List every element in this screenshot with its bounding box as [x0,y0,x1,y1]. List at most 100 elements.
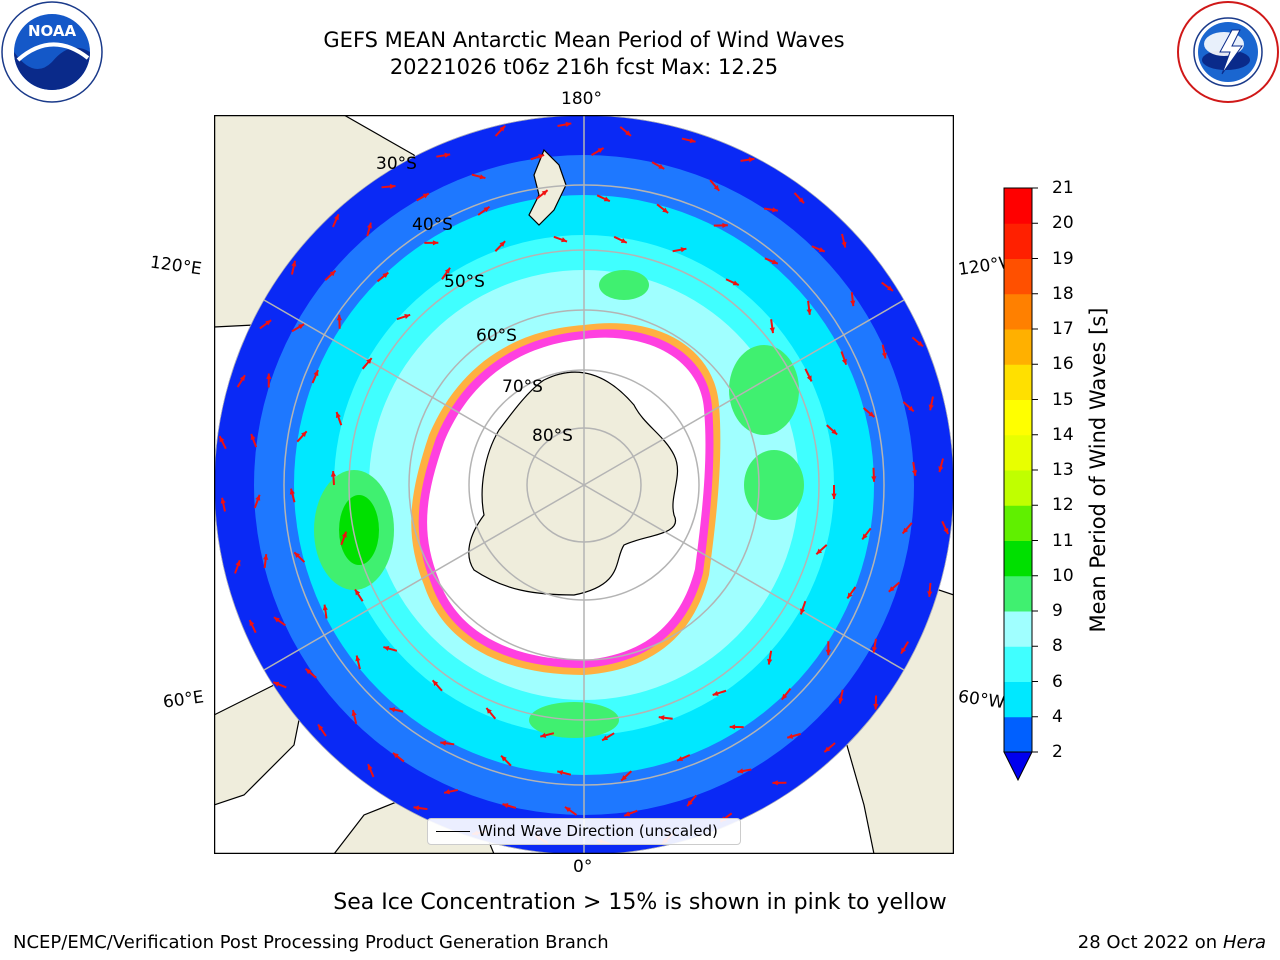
wind-arrow-head [294,552,301,558]
lat-label-80s: 80°S [532,426,573,446]
wind-arrow-head [561,237,568,243]
wind-arrow-head [787,733,794,739]
wind-arrow-head [677,756,684,761]
wind-arrow-head [440,740,446,746]
wind-arrow-head [841,358,847,365]
wind-arrow-head [737,768,744,774]
wind-arrow-head [291,260,297,267]
wind-arrow-head [322,604,328,611]
wind-arrow-head [382,272,389,278]
wind-arrow-head [541,190,548,196]
colorbar-segment [1004,611,1032,647]
colorbar-segment [1004,399,1032,436]
lon-label-180: 180° [561,89,602,109]
wind-arrow-head [850,300,856,307]
wind-arrow-head [220,497,226,504]
wind-arrow-head [444,152,451,158]
colorbar-segment [1004,681,1032,718]
wind-arrow-head [329,270,336,277]
wind-arrow-head [557,770,564,776]
wind-arrow-head [911,470,918,476]
colorbar-tick-label: 14 [1052,424,1074,445]
wind-arrow-head [289,488,295,495]
wind-arrow-head [771,259,778,265]
wind-arrow-head [816,548,823,555]
wind-arrow-head [239,375,245,382]
wind-arrow-head [330,471,337,477]
plot-subtitle: 20221026 t06z 216h fcst Max: 12.25 [389,55,779,79]
wind-arrow-head [732,280,739,286]
wind-arrow-head [767,658,773,665]
colorbar-segment [1004,258,1032,295]
wind-arrow-head [336,314,343,321]
wind-arrow-head [565,121,572,127]
wind-arrow-head [235,560,241,567]
wind-arrow-head [902,527,909,534]
colorbar-segment [1004,575,1032,612]
wind-arrow-head [871,646,878,653]
wind-arrow-head [355,589,361,596]
wind-arrow-head [351,710,357,716]
wind-arrow-head [862,533,868,540]
wind-arrow-head [502,803,509,809]
colorbar-tick-label: 11 [1052,530,1074,551]
lon-label-120e: 120°E [148,252,203,280]
wind-arrow-head [838,697,844,704]
wind-arrow-head [806,375,812,382]
colorbar-extend-triangle [1003,751,1033,782]
wind-arrow-head [831,428,838,435]
wind-arrow-head [818,247,825,252]
wind-arrow-head [938,466,944,473]
colorbar [1003,187,1038,782]
wind-arrow-head [729,724,736,730]
wind-arrow-head [540,732,547,738]
wind-arrow-head [597,147,604,153]
colorbar-tick-label: 21 [1052,178,1074,198]
wind-arrow-head [824,746,831,753]
colorbar-tick-label: 13 [1052,460,1074,480]
colorbar-segment [1004,329,1032,365]
wind-arrow-head [901,647,907,654]
colorbar-tick-label: 19 [1052,248,1074,269]
wind-arrow-head [658,715,665,721]
wind-arrow-head [318,724,324,731]
wind-arrow-head [413,805,420,811]
wind-arrow-head [887,285,893,291]
colorbar-segment [1004,540,1032,577]
wind-arrow-head [917,340,924,347]
wind-arrow-head [389,707,396,713]
wind-arrow-head [499,241,506,247]
colorbar-segment [1004,646,1032,682]
wind-arrow-head [713,184,720,191]
wind-arrow-head [831,493,837,499]
wind-arrow-head [680,247,687,253]
wind-arrow-head [341,531,347,538]
wind-arrow-head [772,207,778,213]
wind-arrow-head [538,154,545,160]
wind-arrow-head [444,789,450,795]
legend-line-swatch [436,831,470,832]
colorbar-segments [1004,188,1032,753]
wind-arrow-head [625,130,631,136]
wind-arrow-head [881,352,887,359]
lon-label-0: 0° [573,857,593,877]
legend-label: Wind Wave Direction (unscaled) [478,822,718,840]
wind-arrow-head [662,207,669,213]
footer-date-text: 28 Oct 2022 on [1077,932,1223,953]
colorbar-segment [1004,223,1032,259]
wind-arrow-head [313,370,319,377]
wind-arrow-head [943,527,949,534]
wind-arrow-head [624,811,631,817]
wind-arrow-head [781,693,788,700]
wind-arrow-head [602,735,609,741]
wind-arrow-head [564,806,571,813]
wind-arrow-head [483,206,490,213]
wind-arrow-head [266,373,272,379]
wind-arrow-head [928,404,934,411]
wind-arrow-head [658,163,665,169]
wind-arrow-head [392,752,399,759]
wind-arrow-head [689,137,696,144]
lat-label-30s: 30°S [376,154,417,174]
wind-arrow-head [250,433,256,440]
colorbar-segment [1004,434,1032,471]
